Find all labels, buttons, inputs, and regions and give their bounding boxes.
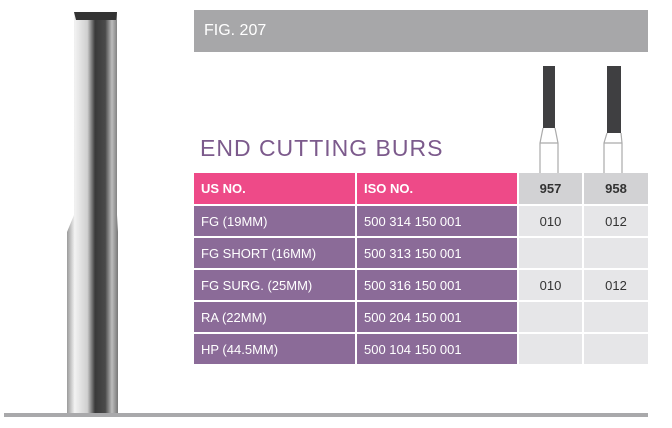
bur-957-icon (539, 66, 623, 173)
cell-958: 012 (582, 268, 650, 302)
cell-us-no: FG SHORT (16MM) (194, 236, 357, 270)
cell-957 (517, 236, 584, 270)
cell-iso-no: 500 314 150 001 (355, 204, 519, 238)
bur-958-icon (603, 66, 623, 173)
base-divider (4, 413, 648, 417)
cell-957 (517, 332, 584, 366)
cell-957 (517, 300, 584, 334)
cell-958: 012 (582, 204, 650, 238)
table-header-row: US NO. ISO NO. 957 958 (194, 173, 650, 206)
table-row: FG SHORT (16MM) 500 313 150 001 (194, 236, 650, 270)
end-cutting-bur-photo (67, 12, 118, 414)
cell-iso-no: 500 104 150 001 (355, 332, 519, 366)
cell-957: 010 (517, 268, 584, 302)
cell-iso-no: 500 204 150 001 (355, 300, 519, 334)
cell-957: 010 (517, 204, 584, 238)
table-row: RA (22MM) 500 204 150 001 (194, 300, 650, 334)
cell-us-no: RA (22MM) (194, 300, 357, 334)
cell-958 (582, 300, 650, 334)
page-title: END CUTTING BURS (200, 135, 444, 161)
cell-us-no: FG SURG. (25MM) (194, 268, 357, 302)
table-row: FG SURG. (25MM) 500 316 150 001 010 012 (194, 268, 650, 302)
header-iso-no: ISO NO. (355, 173, 519, 206)
table-row: FG (19MM) 500 314 150 001 010 012 (194, 204, 650, 238)
cell-us-no: HP (44.5MM) (194, 332, 357, 366)
cell-us-no: FG (19MM) (194, 204, 357, 238)
cell-958 (582, 236, 650, 270)
header-us-no: US NO. (194, 173, 357, 206)
figure-label: FIG. 207 (194, 10, 648, 52)
header-957: 957 (517, 173, 584, 206)
cell-958 (582, 332, 650, 366)
product-table: US NO. ISO NO. 957 958 FG (19MM) 500 314… (194, 173, 650, 366)
cell-iso-no: 500 316 150 001 (355, 268, 519, 302)
cell-iso-no: 500 313 150 001 (355, 236, 519, 270)
header-958: 958 (582, 173, 650, 206)
table-row: HP (44.5MM) 500 104 150 001 (194, 332, 650, 366)
